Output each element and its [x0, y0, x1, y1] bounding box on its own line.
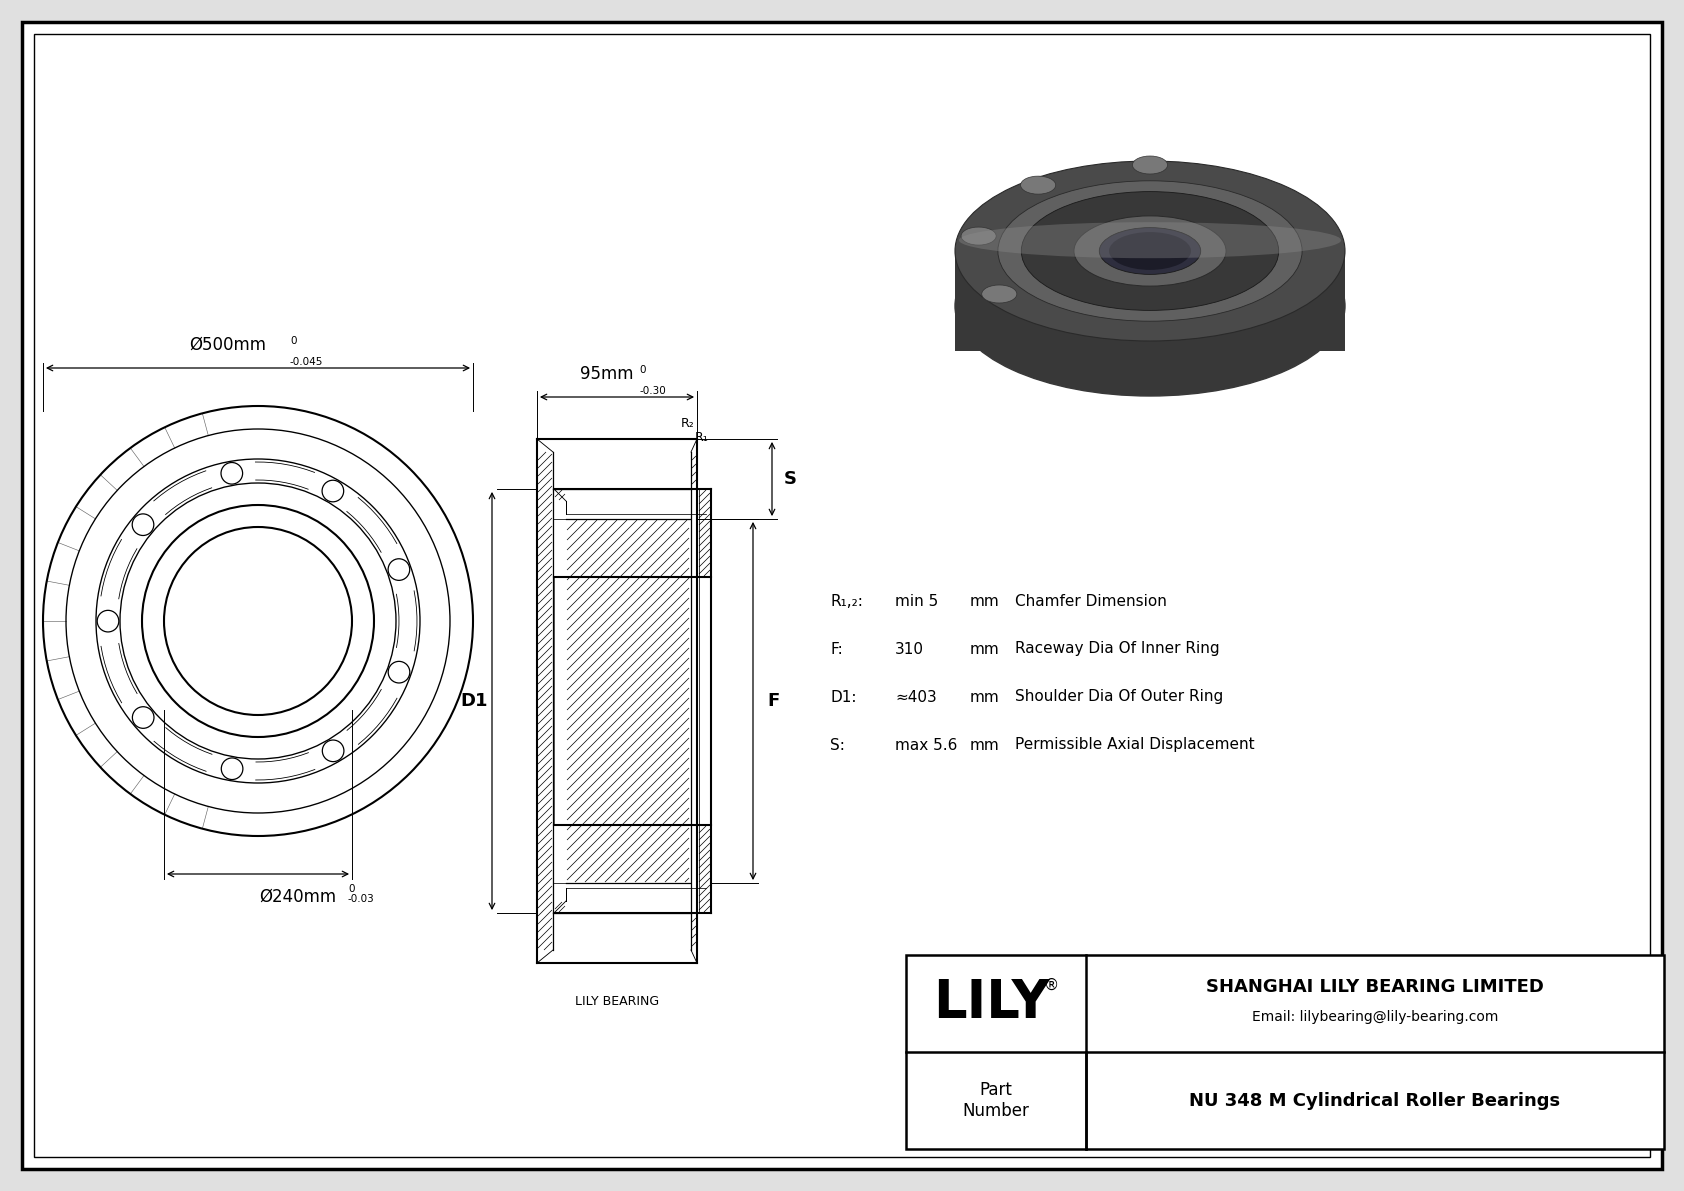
Bar	[906, 955, 1664, 1149]
Text: Ø500mm: Ø500mm	[190, 336, 266, 354]
Text: R₁: R₁	[695, 431, 709, 444]
Ellipse shape	[982, 285, 1017, 303]
Text: 0: 0	[290, 336, 296, 347]
Bar	[955, 251, 1346, 351]
Ellipse shape	[955, 161, 1346, 341]
Text: Raceway Dia Of Inner Ring: Raceway Dia Of Inner Ring	[1015, 642, 1219, 656]
Text: D1: D1	[460, 692, 488, 710]
Text: S:: S:	[830, 737, 845, 753]
Text: S: S	[785, 470, 797, 488]
Ellipse shape	[958, 223, 1340, 258]
Text: max 5.6: max 5.6	[894, 737, 958, 753]
Text: D1:: D1:	[830, 690, 857, 705]
Ellipse shape	[999, 181, 1302, 322]
Text: SHANGHAI LILY BEARING LIMITED: SHANGHAI LILY BEARING LIMITED	[1206, 979, 1544, 997]
Text: ≈403: ≈403	[894, 690, 936, 705]
Text: NU 348 M Cylindrical Roller Bearings: NU 348 M Cylindrical Roller Bearings	[1189, 1091, 1561, 1110]
Text: 310: 310	[894, 642, 925, 656]
Text: -0.30: -0.30	[638, 386, 665, 395]
Text: R₁,₂:: R₁,₂:	[830, 593, 862, 609]
Text: 95mm: 95mm	[581, 364, 633, 384]
Text: mm: mm	[970, 690, 1000, 705]
Ellipse shape	[1100, 227, 1201, 274]
Text: Email: lilybearing@lily-bearing.com: Email: lilybearing@lily-bearing.com	[1251, 1010, 1499, 1024]
Text: Part
Number: Part Number	[963, 1081, 1029, 1120]
Text: -0.045: -0.045	[290, 357, 323, 367]
Text: 0: 0	[349, 884, 355, 894]
Text: mm: mm	[970, 737, 1000, 753]
Text: mm: mm	[970, 642, 1000, 656]
Ellipse shape	[955, 216, 1346, 395]
Text: -0.03: -0.03	[349, 894, 376, 904]
Text: LILY BEARING: LILY BEARING	[574, 994, 658, 1008]
Ellipse shape	[1132, 156, 1167, 174]
Ellipse shape	[1021, 176, 1056, 194]
Text: Ø240mm: Ø240mm	[259, 888, 337, 906]
Text: mm: mm	[970, 593, 1000, 609]
Ellipse shape	[1074, 216, 1226, 286]
Text: Chamfer Dimension: Chamfer Dimension	[1015, 593, 1167, 609]
Text: Shoulder Dia Of Outer Ring: Shoulder Dia Of Outer Ring	[1015, 690, 1223, 705]
Text: LILY: LILY	[933, 978, 1049, 1029]
Text: F: F	[766, 692, 780, 710]
Ellipse shape	[1110, 232, 1191, 270]
Text: min 5: min 5	[894, 593, 938, 609]
Bar	[1100, 251, 1201, 318]
Text: R₂: R₂	[680, 417, 695, 430]
Ellipse shape	[1021, 192, 1278, 311]
Text: 0: 0	[638, 364, 645, 375]
Text: F:: F:	[830, 642, 842, 656]
Text: ®: ®	[1044, 978, 1059, 993]
Text: Permissible Axial Displacement: Permissible Axial Displacement	[1015, 737, 1255, 753]
Ellipse shape	[962, 227, 997, 245]
